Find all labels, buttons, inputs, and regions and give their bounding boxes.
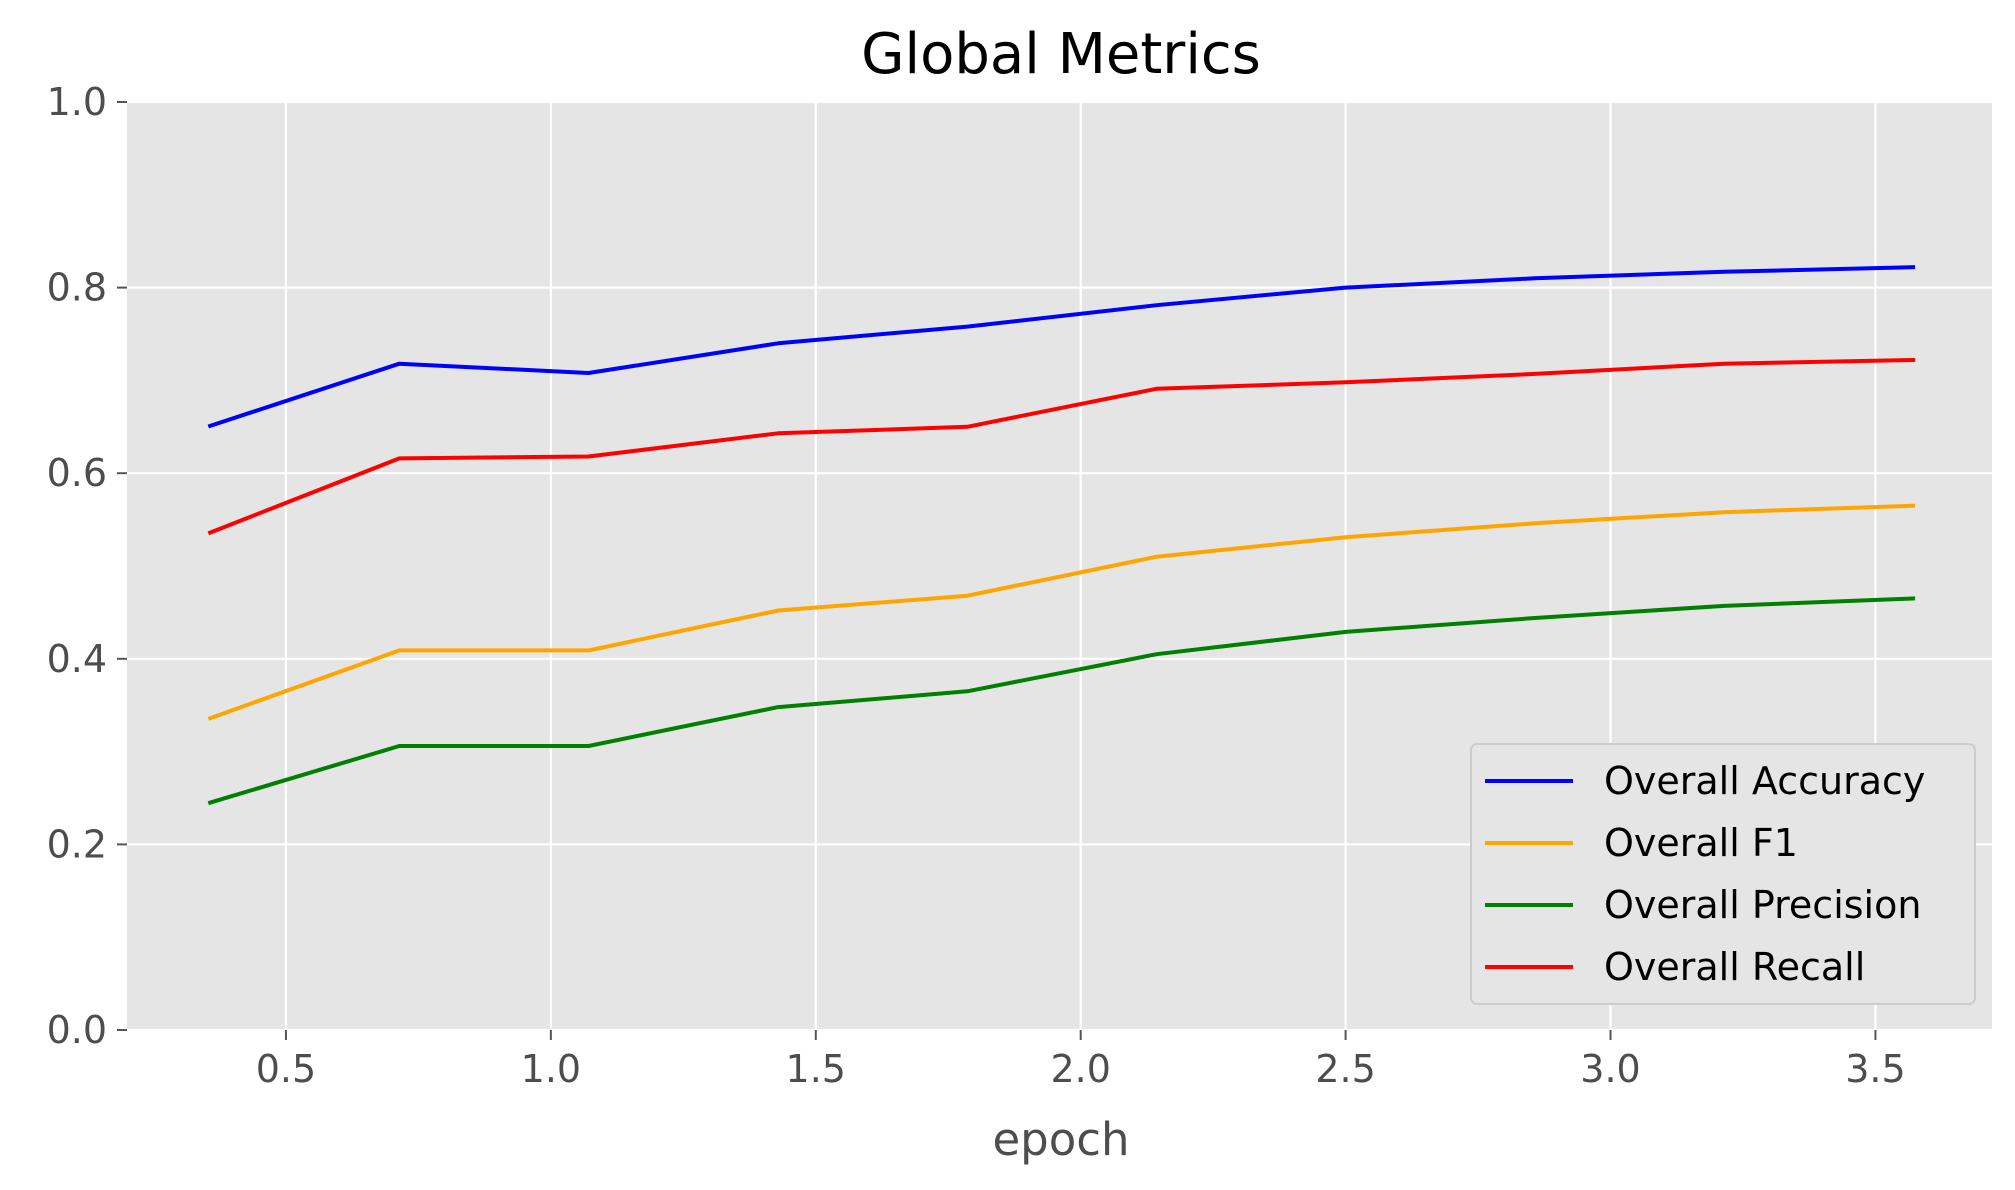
legend-label-overall-precision: Overall Precision [1604,883,1921,927]
series-line-overall-f1 [207,503,1916,721]
x-tick-label: 3.0 [1580,1047,1640,1091]
x-tick-label: 1.0 [521,1047,581,1091]
y-axis-ticks: 0.0 0.2 0.4 0.6 0.8 1.0 [47,80,127,1052]
x-tick-label: 2.5 [1315,1047,1375,1091]
y-tick-label: 0.2 [47,822,107,866]
x-tick-label: 1.5 [786,1047,846,1091]
x-tick-label: 3.5 [1845,1047,1905,1091]
y-tick-label: 0.4 [47,637,107,681]
series-lines [207,265,1916,806]
legend-label-overall-f1: Overall F1 [1604,821,1798,865]
x-tick-label: 0.5 [256,1047,316,1091]
x-axis-ticks: 0.5 1.0 1.5 2.0 2.5 3.0 3.5 [256,1030,1906,1091]
legend-label-overall-recall: Overall Recall [1604,945,1865,989]
chart-title: Global Metrics [861,22,1261,87]
y-tick-label: 0.6 [47,451,107,495]
series-line-overall-precision [207,596,1916,806]
x-tick-label: 2.0 [1050,1047,1110,1091]
legend-label-overall-accuracy: Overall Accuracy [1604,759,1925,803]
y-tick-label: 0.0 [47,1008,107,1052]
x-axis-label: epoch [992,1113,1129,1166]
series-line-overall-accuracy [207,265,1916,429]
y-tick-label: 1.0 [47,80,107,124]
legend: Overall Accuracy Overall F1 Overall Precis… [1470,743,1976,1005]
legend-box [1470,743,1976,1005]
y-tick-label: 0.8 [47,266,107,310]
grid-lines [127,100,1992,1032]
series-line-overall-recall [207,357,1916,536]
